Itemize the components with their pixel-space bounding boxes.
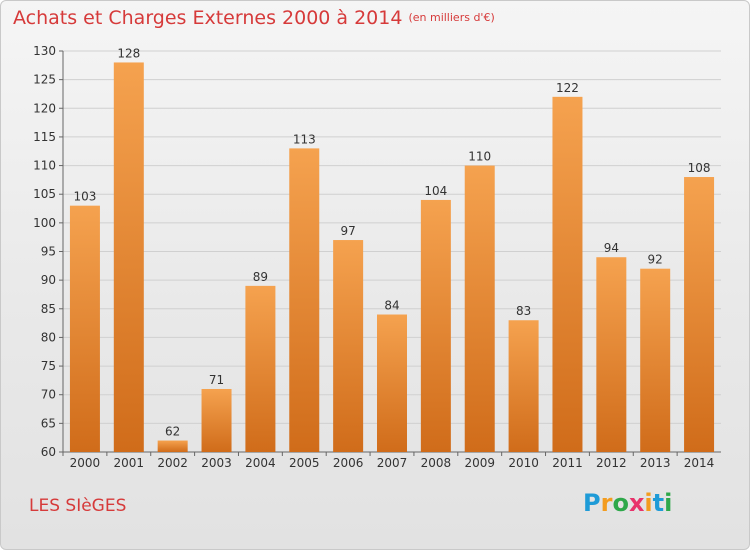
y-tick-label: 70 xyxy=(41,388,56,402)
bar xyxy=(113,62,144,452)
x-tick-label: 2009 xyxy=(464,456,495,470)
commune-name: LES SIèGES xyxy=(29,496,127,516)
data-label: 92 xyxy=(648,253,663,267)
x-tick-label: 2001 xyxy=(114,456,145,470)
data-label: 84 xyxy=(384,299,399,313)
x-tick-label: 2005 xyxy=(289,456,320,470)
logo-letter: i xyxy=(664,489,673,517)
bar xyxy=(245,285,276,452)
x-tick-label: 2007 xyxy=(377,456,408,470)
bar xyxy=(552,96,583,452)
y-tick-label: 80 xyxy=(41,330,56,344)
y-tick-label: 85 xyxy=(41,302,56,316)
x-tick-label: 2006 xyxy=(333,456,364,470)
x-tick-label: 2013 xyxy=(640,456,671,470)
x-tick-label: 2010 xyxy=(508,456,539,470)
data-label: 62 xyxy=(165,425,180,439)
data-label: 128 xyxy=(117,46,140,60)
y-tick-label: 95 xyxy=(41,245,56,259)
x-tick-label: 2002 xyxy=(157,456,188,470)
data-label: 83 xyxy=(516,304,531,318)
bar xyxy=(508,320,539,452)
data-label: 97 xyxy=(340,224,355,238)
x-tick-label: 2014 xyxy=(684,456,715,470)
y-tick-label: 125 xyxy=(33,73,56,87)
data-label: 113 xyxy=(293,132,316,146)
y-tick-label: 90 xyxy=(41,273,56,287)
y-tick-label: 110 xyxy=(33,159,56,173)
logo-letter: i xyxy=(644,489,653,517)
x-tick-label: 2008 xyxy=(421,456,452,470)
bar xyxy=(420,199,451,452)
y-tick-label: 120 xyxy=(33,101,56,115)
logo-letter: t xyxy=(652,489,665,517)
data-labels: 103 128 62 71 89 113 97 84 104 110 83 122 94 92 108 xyxy=(73,46,710,438)
y-tick-label: 130 xyxy=(33,44,56,58)
logo-letter: o xyxy=(612,489,629,517)
bar xyxy=(640,268,671,452)
x-tick-label: 2004 xyxy=(245,456,276,470)
y-tick-label: 105 xyxy=(33,187,56,201)
data-label: 89 xyxy=(253,270,268,284)
y-tick-label: 65 xyxy=(41,416,56,430)
chart-title-text: Achats et Charges Externes 2000 à 2014 xyxy=(13,7,403,29)
bars xyxy=(69,62,715,453)
data-label: 103 xyxy=(73,190,96,204)
y-tick-label: 75 xyxy=(41,359,56,373)
x-tick-label: 2011 xyxy=(552,456,583,470)
logo-letter: r xyxy=(600,489,613,517)
x-tick-label: 2012 xyxy=(596,456,627,470)
data-label: 108 xyxy=(688,161,711,175)
bar xyxy=(684,177,715,452)
x-tick-label: 2000 xyxy=(70,456,101,470)
proxiti-logo[interactable]: Proxiti xyxy=(583,489,672,517)
data-label: 122 xyxy=(556,81,579,95)
data-label: 110 xyxy=(468,150,491,164)
bar xyxy=(333,240,364,452)
data-label: 104 xyxy=(424,184,447,198)
chart-unit-label: (en milliers d'€) xyxy=(408,11,495,24)
bar xyxy=(157,440,188,452)
y-tick-label: 100 xyxy=(33,216,56,230)
logo-letter: x xyxy=(628,489,645,517)
data-label: 71 xyxy=(209,373,224,387)
bar xyxy=(377,314,407,452)
bar xyxy=(464,165,495,453)
bar xyxy=(289,148,320,452)
bar xyxy=(596,257,627,452)
bar xyxy=(201,388,232,452)
chart-title: Achats et Charges Externes 2000 à 2014 (e… xyxy=(13,7,495,29)
bar xyxy=(69,205,100,452)
y-tick-label: 115 xyxy=(33,130,56,144)
y-tick-label: 60 xyxy=(41,445,56,459)
logo-letter: P xyxy=(583,489,601,517)
data-label: 94 xyxy=(604,241,619,255)
x-tick-label: 2003 xyxy=(201,456,232,470)
